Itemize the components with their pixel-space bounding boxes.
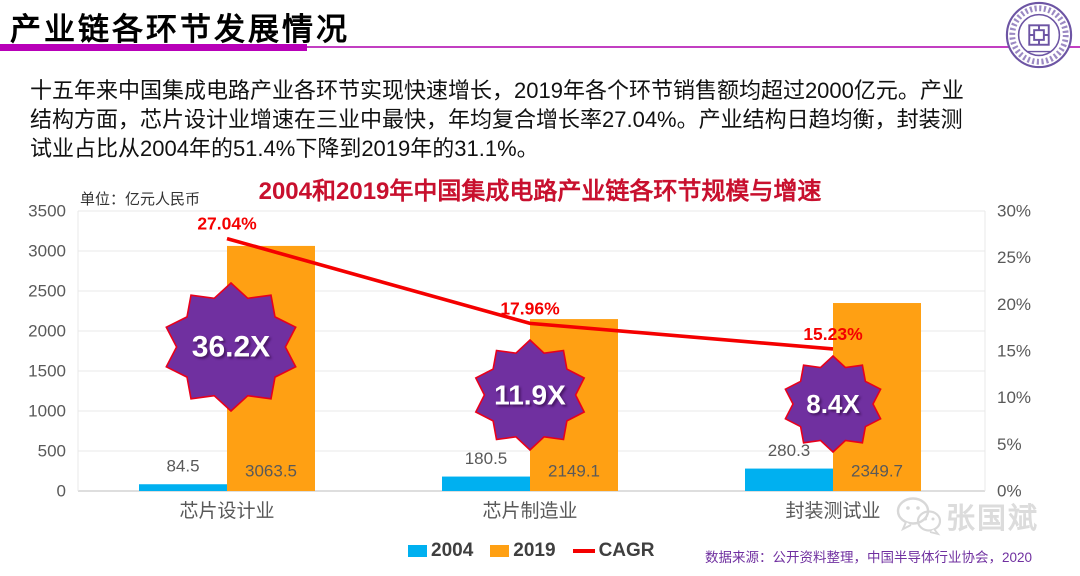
left-axis-tick: 2000 [28,322,66,341]
chart-legend: 2004 2019 CAGR [408,540,655,562]
intro-line: 十五年来中国集成电路产业各环节实现快速增长，2019年各个环节销售额均超过200… [30,78,964,103]
multiplier-star [784,354,882,454]
legend-swatch-2019 [490,545,510,557]
left-axis-tick: 2500 [28,282,66,301]
chart-svg: 3500 3000 2500 2000 1500 1000 500 0 30% 25% 20% 15%… [28,191,1031,522]
right-axis-tick: 0% [997,482,1022,501]
right-axis-tick: 5% [997,435,1022,454]
unit-label: 单位：亿元人民币 [80,191,200,208]
multiplier-star [165,281,297,413]
chart: 3500 3000 2500 2000 1500 1000 500 0 30% 25% 20% 15%… [0,190,1080,536]
cagr-line [226,236,834,351]
wechat-icon [896,497,942,536]
legend-item-2019: 2019 [490,540,556,562]
multiplier-label: 8.4X [806,389,860,419]
intro-line: 试业占比从2004年的51.4%下降到2019年的31.1%。 [30,136,539,161]
bar-2004 [442,476,530,491]
right-axis-tick: 30% [997,202,1031,221]
cagr-point-label: 15.23% [803,324,863,344]
left-axis-tick: 500 [38,442,66,461]
legend-item-2004: 2004 [408,540,473,562]
bar-value-2019: 2349.7 [851,462,903,481]
bar-value-2004: 180.5 [465,449,508,468]
legend-label-2019: 2019 [513,540,556,561]
category-label: 封装测试业 [785,500,880,522]
page-title: 产业链各环节发展情况 [10,12,350,48]
title-underline-thick [0,44,307,51]
bar-2004 [745,468,833,491]
legend-swatch-2004 [408,545,427,557]
bar-value-2004: 84.5 [166,457,199,476]
right-axis-tick: 20% [997,295,1031,314]
multiplier-label: 36.2X [192,331,270,364]
bar-value-2019: 2149.1 [548,462,600,481]
right-axis-tick: 15% [997,342,1031,361]
legend-swatch-cagr [572,549,595,553]
category-label: 芯片制造业 [482,500,577,522]
watermark: 张国斌 [894,495,1039,537]
right-axis-tick: 10% [997,388,1031,407]
data-source-note: 数据来源：公开资料整理，中国半导体行业协会，2020 [704,550,1032,565]
university-seal-icon [1005,1,1073,69]
legend-item-cagr: CAGR [572,540,655,562]
left-axis-tick: 1000 [28,402,66,421]
title-underline-thin [307,46,1080,48]
cagr-point-label: 17.96% [500,298,560,318]
right-axis-tick: 25% [997,248,1031,267]
category-label: 芯片设计业 [179,500,274,522]
bar-value-2019: 3063.5 [245,462,297,481]
multiplier-star [474,338,586,452]
left-axis-tick: 0 [57,482,66,501]
bar-value-2004: 280.3 [768,441,811,460]
legend-label-2004: 2004 [431,540,474,561]
chart-title: 2004和2019年中国集成电路产业链各环节规模与增速 [258,178,822,205]
bar-2004 [139,484,227,491]
legend-label-cagr: CAGR [598,540,655,561]
left-axis-tick: 3500 [28,202,66,221]
multiplier-label: 11.9X [494,380,566,411]
cagr-point-label: 27.04% [197,214,257,234]
watermark-text: 张国斌 [946,503,1040,535]
intro-line: 结构方面，芯片设计业增速在三业中最快，年均复合增长率27.04%。产业结构日趋均… [30,107,963,132]
left-axis-tick: 3000 [28,242,66,261]
intro-paragraph: 十五年来中国集成电路产业各环节实现快速增长，2019年各个环节销售额均超过200… [30,76,1060,163]
left-axis-tick: 1500 [28,362,66,381]
